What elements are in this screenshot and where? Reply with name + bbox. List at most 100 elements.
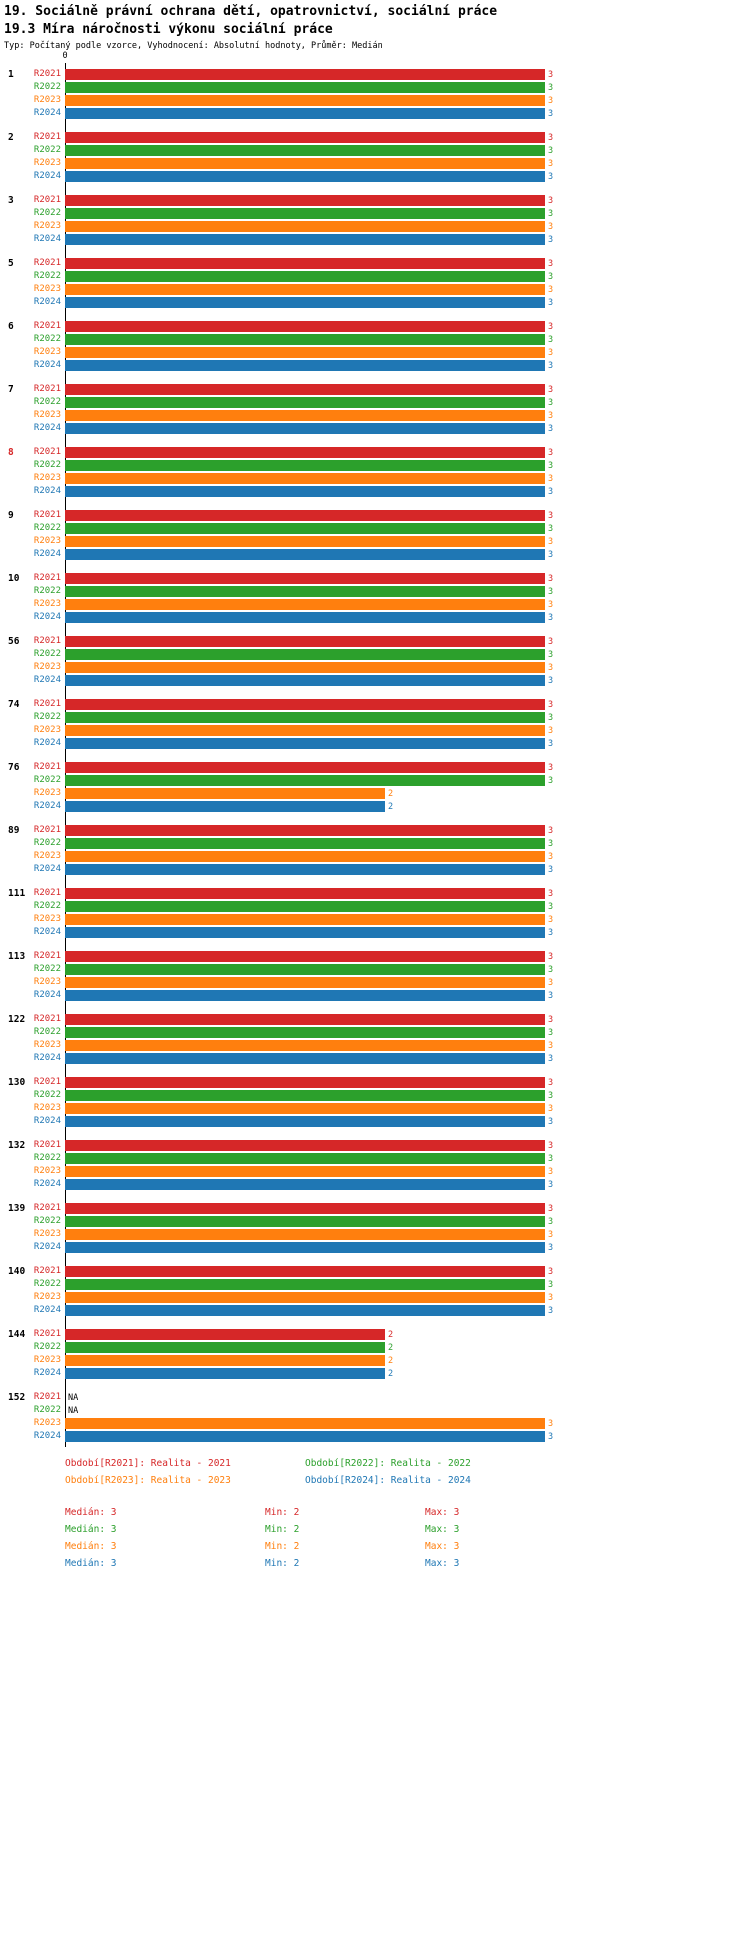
bar-value-label: 3	[548, 775, 554, 786]
bar-value-label: 3	[548, 1179, 554, 1190]
bar	[65, 69, 545, 80]
series-label: R2024	[33, 1053, 61, 1063]
bar	[65, 1368, 385, 1379]
bar-track: 3	[65, 1202, 750, 1215]
bar-row: R2022 3	[0, 81, 750, 94]
bar-value-label: 3	[548, 838, 554, 849]
bar-row: R2023 3	[0, 157, 750, 170]
bar-value-label: 3	[548, 1040, 554, 1051]
bar-track: 3	[65, 68, 750, 81]
group-label: 76	[8, 762, 20, 773]
series-label: R2024	[33, 927, 61, 937]
group-label: 2	[8, 132, 14, 143]
bar-group: 2 R2021 3 R2022 3 R2023 3 R2024 3	[0, 131, 750, 183]
bar-group: 1 R2021 3 R2022 3 R2023 3 R2024 3	[0, 68, 750, 120]
bar-track: 3	[65, 333, 750, 346]
bar-row: R2023 3	[0, 1291, 750, 1304]
bar-group: 6 R2021 3 R2022 3 R2023 3 R2024 3	[0, 320, 750, 372]
bar-track: 3	[65, 220, 750, 233]
group-label: 56	[8, 636, 20, 647]
bar-value-label: 3	[548, 612, 554, 623]
bar	[65, 888, 545, 899]
series-label: R2021	[33, 321, 61, 331]
series-label: R2023	[33, 95, 61, 105]
bar-track: 3	[65, 863, 750, 876]
bar-value-label: 3	[548, 1292, 554, 1303]
series-label: R2021	[33, 1140, 61, 1150]
bar	[65, 788, 385, 799]
bar-row: R2022 3	[0, 963, 750, 976]
bar	[65, 460, 545, 471]
bar-value-label: 3	[548, 725, 554, 736]
bar-track: 3	[65, 913, 750, 926]
bar-track: 3	[65, 509, 750, 522]
bar	[65, 1027, 545, 1038]
series-label: R2022	[33, 775, 61, 785]
series-label: R2024	[33, 612, 61, 622]
series-label: R2024	[33, 675, 61, 685]
bar-group: 10 R2021 3 R2022 3 R2023 3 R2024 3	[0, 572, 750, 624]
series-label: R2024	[33, 801, 61, 811]
bar-value-label: 3	[548, 347, 554, 358]
series-label: R2022	[33, 460, 61, 470]
bar-row: R2023 3	[0, 1417, 750, 1430]
bar-row: R2021 3	[0, 1202, 750, 1215]
bar-row: R2024 3	[0, 1241, 750, 1254]
group-label: 3	[8, 195, 14, 206]
bar	[65, 977, 545, 988]
series-label: R2024	[33, 1431, 61, 1441]
bar	[65, 964, 545, 975]
series-label: R2021	[33, 1392, 61, 1402]
bar	[65, 1203, 545, 1214]
bar-track: 2	[65, 1341, 750, 1354]
bar-value-label: 3	[548, 171, 554, 182]
series-label: R2024	[33, 234, 61, 244]
series-label: R2022	[33, 1405, 61, 1415]
bar-row: R2021 3	[0, 194, 750, 207]
bar-row: R2024 3	[0, 674, 750, 687]
bar	[65, 599, 545, 610]
chart-stats: Medián: 3 Min: 2 Max: 3 Medián: 3 Min: 2 Max:…	[65, 1504, 459, 1572]
bar-row: R2024 3	[0, 863, 750, 876]
series-label: R2023	[33, 788, 61, 798]
bar-row: R2021 3	[0, 698, 750, 711]
bar	[65, 1305, 545, 1316]
bar-track: 3	[65, 1430, 750, 1443]
page-subtitle: 19.3 Míra náročnosti výkonu sociální prá…	[4, 22, 333, 37]
bar	[65, 1418, 545, 1429]
series-label: R2021	[33, 69, 61, 79]
series-label: R2024	[33, 171, 61, 181]
bar-track: 3	[65, 396, 750, 409]
bar-value-label: 3	[548, 397, 554, 408]
group-label: 9	[8, 510, 14, 521]
bar-value-label: 2	[388, 801, 394, 812]
series-label: R2021	[33, 762, 61, 772]
bar-track: 3	[65, 446, 750, 459]
series-label: R2021	[33, 195, 61, 205]
bar-row: R2024 2	[0, 1367, 750, 1380]
bar	[65, 297, 545, 308]
bar-track: 3	[65, 1304, 750, 1317]
bar-value-label: 3	[548, 851, 554, 862]
series-label: R2023	[33, 599, 61, 609]
bar-value-label: 3	[548, 1090, 554, 1101]
bar-value-label: 3	[548, 636, 554, 647]
stat-max: Max: 3	[425, 1524, 460, 1535]
bar-value-label: 3	[548, 964, 554, 975]
series-label: R2024	[33, 1368, 61, 1378]
series-label: R2022	[33, 1090, 61, 1100]
chart-groups: 1 R2021 3 R2022 3 R2023 3 R2024 3 2 R2021 3 R2022 3 R2…	[0, 68, 750, 1443]
bar	[65, 775, 545, 786]
bar-value-label: 3	[548, 473, 554, 484]
group-label: 89	[8, 825, 20, 836]
series-label: R2022	[33, 1342, 61, 1352]
stat-median: Medián: 3	[65, 1524, 117, 1535]
series-label: R2023	[33, 536, 61, 546]
bar	[65, 195, 545, 206]
series-label: R2023	[33, 221, 61, 231]
series-label: R2021	[33, 132, 61, 142]
bar-track: 2	[65, 1328, 750, 1341]
bar-track: 3	[65, 81, 750, 94]
bar	[65, 838, 545, 849]
bar-track: 3	[65, 837, 750, 850]
